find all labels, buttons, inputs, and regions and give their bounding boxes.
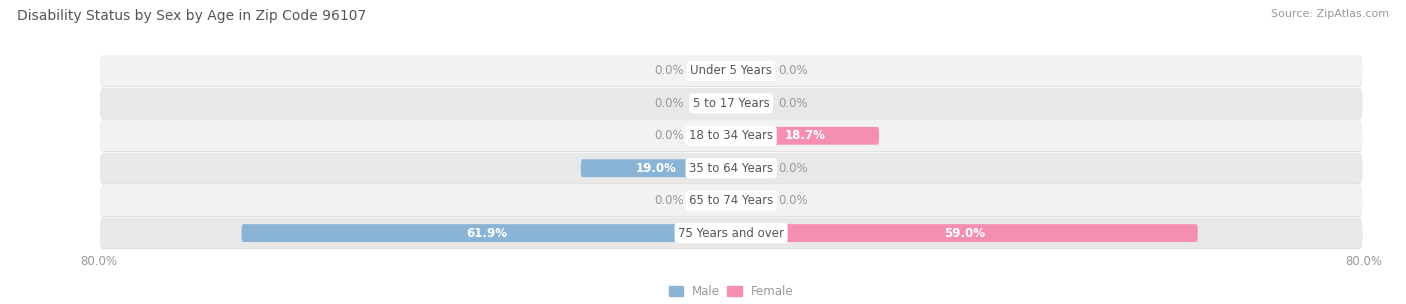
Text: 18 to 34 Years: 18 to 34 Years — [689, 129, 773, 142]
FancyBboxPatch shape — [731, 192, 770, 209]
Text: 0.0%: 0.0% — [654, 129, 683, 142]
FancyBboxPatch shape — [692, 95, 731, 112]
Text: Source: ZipAtlas.com: Source: ZipAtlas.com — [1271, 9, 1389, 19]
FancyBboxPatch shape — [242, 224, 731, 242]
Text: 35 to 64 Years: 35 to 64 Years — [689, 162, 773, 175]
FancyBboxPatch shape — [692, 192, 731, 209]
FancyBboxPatch shape — [731, 95, 770, 112]
FancyBboxPatch shape — [692, 62, 731, 80]
Text: 5 to 17 Years: 5 to 17 Years — [693, 97, 769, 110]
Text: 65 to 74 Years: 65 to 74 Years — [689, 194, 773, 207]
Text: 0.0%: 0.0% — [654, 64, 683, 78]
FancyBboxPatch shape — [100, 185, 1362, 216]
Text: 0.0%: 0.0% — [779, 162, 808, 175]
Text: 75 Years and over: 75 Years and over — [678, 226, 785, 240]
Text: 0.0%: 0.0% — [654, 194, 683, 207]
FancyBboxPatch shape — [731, 127, 879, 145]
Text: Under 5 Years: Under 5 Years — [690, 64, 772, 78]
Text: 0.0%: 0.0% — [779, 194, 808, 207]
FancyBboxPatch shape — [581, 159, 731, 177]
Text: Disability Status by Sex by Age in Zip Code 96107: Disability Status by Sex by Age in Zip C… — [17, 9, 366, 23]
FancyBboxPatch shape — [100, 121, 1362, 152]
FancyBboxPatch shape — [100, 56, 1362, 87]
FancyBboxPatch shape — [100, 55, 1362, 87]
Text: 0.0%: 0.0% — [779, 64, 808, 78]
FancyBboxPatch shape — [100, 153, 1362, 184]
FancyBboxPatch shape — [100, 88, 1362, 119]
FancyBboxPatch shape — [100, 217, 1362, 249]
FancyBboxPatch shape — [100, 153, 1362, 184]
FancyBboxPatch shape — [100, 185, 1362, 217]
Text: 0.0%: 0.0% — [779, 97, 808, 110]
FancyBboxPatch shape — [100, 218, 1362, 249]
FancyBboxPatch shape — [731, 224, 1198, 242]
FancyBboxPatch shape — [692, 127, 731, 145]
Text: 59.0%: 59.0% — [943, 226, 986, 240]
Text: 19.0%: 19.0% — [636, 162, 676, 175]
FancyBboxPatch shape — [100, 120, 1362, 151]
Text: 18.7%: 18.7% — [785, 129, 825, 142]
Text: 61.9%: 61.9% — [465, 226, 506, 240]
Text: 0.0%: 0.0% — [654, 97, 683, 110]
FancyBboxPatch shape — [731, 62, 770, 80]
Legend: Male, Female: Male, Female — [669, 285, 793, 298]
FancyBboxPatch shape — [100, 88, 1362, 119]
FancyBboxPatch shape — [731, 159, 770, 177]
